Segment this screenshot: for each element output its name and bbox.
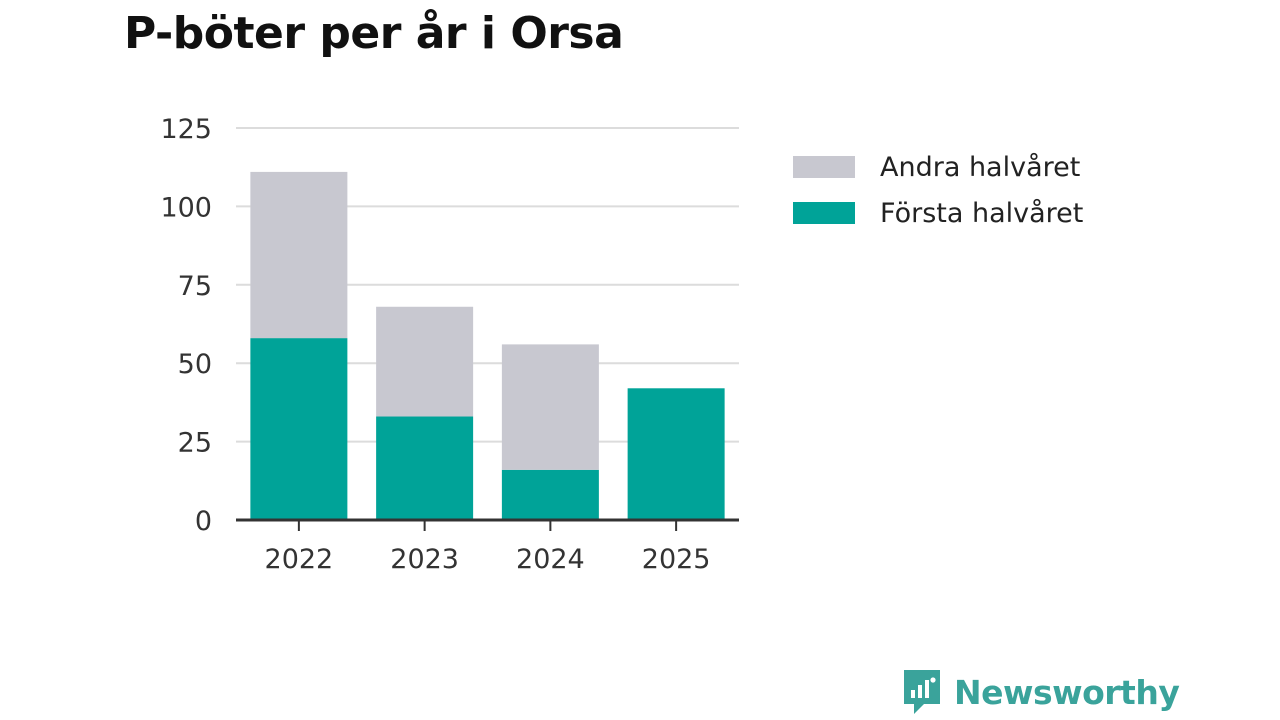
brand-name: Newsworthy <box>954 672 1180 712</box>
chart-title: P-böter per år i Orsa <box>124 8 624 59</box>
y-tick-label: 50 <box>178 349 212 380</box>
bars <box>250 171 725 520</box>
x-tick-label: 2024 <box>516 544 585 575</box>
newsworthy-logo-icon <box>904 670 940 714</box>
bar-segment <box>376 306 474 417</box>
legend: Andra halvåret Första halvåret <box>793 152 1083 229</box>
legend-swatch <box>793 156 855 178</box>
bar-segment <box>376 416 474 520</box>
y-tick-label: 125 <box>160 114 212 145</box>
bar-segment <box>627 388 725 520</box>
brand-logo: Newsworthy <box>902 668 1180 716</box>
y-tick-label: 25 <box>178 428 212 459</box>
legend-swatch <box>793 202 855 224</box>
x-axis: 2022 2023 2024 2025 <box>236 518 739 575</box>
bar-segment <box>501 469 599 520</box>
x-tick-label: 2025 <box>642 544 711 575</box>
bar-segment <box>250 171 348 339</box>
y-tick-label: 75 <box>178 271 212 302</box>
legend-label: Första halvåret <box>880 198 1083 229</box>
bar-segment <box>501 344 599 470</box>
y-axis: 0 25 50 75 100 125 <box>160 114 212 537</box>
legend-label: Andra halvåret <box>880 152 1080 183</box>
y-tick-label: 0 <box>195 506 212 537</box>
x-tick-label: 2023 <box>390 544 459 575</box>
x-tick-label: 2022 <box>265 544 334 575</box>
bar-segment <box>250 338 348 520</box>
y-tick-label: 100 <box>160 192 212 223</box>
